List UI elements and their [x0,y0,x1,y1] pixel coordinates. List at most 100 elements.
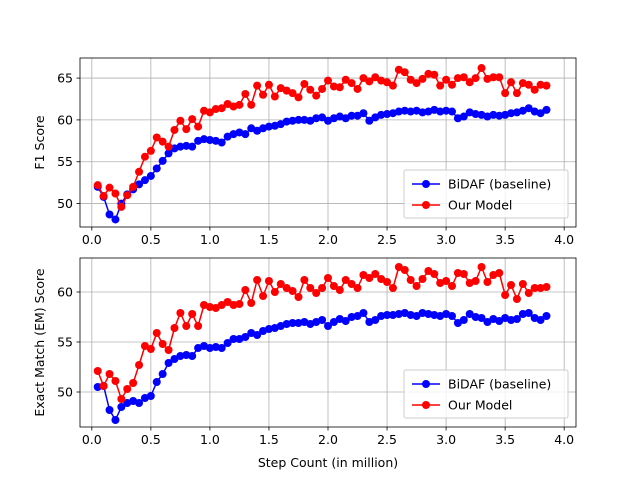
f1-point-baseline-10 [152,164,161,173]
f1-point-our-model-26 [247,100,256,109]
em-point-baseline-72 [518,310,527,318]
em-point-baseline-22 [223,339,232,347]
f1-point-our-model-75 [536,80,545,89]
em-point-baseline-0 [93,383,102,391]
em-point-our-model-30 [270,288,279,296]
em-point-our-model-62 [459,270,468,278]
f1-point-our-model-4 [117,202,126,211]
em-point-our-model-17 [194,322,203,330]
em-point-baseline-34 [294,319,303,327]
f1-point-our-model-5 [123,191,132,200]
f1-legend-label-baseline: BiDAF (baseline) [448,177,551,192]
em-point-our-model-37 [312,289,321,297]
em-point-baseline-54 [412,312,421,320]
f1-point-baseline-43 [347,111,356,120]
f1-point-baseline-53 [406,107,415,116]
f1-point-our-model-63 [465,78,474,87]
em-point-baseline-7 [135,399,144,407]
em-point-our-model-7 [135,361,144,369]
em-point-baseline-19 [205,344,214,352]
f1-point-our-model-10 [152,133,161,142]
f1-legend-label-our-model: Our Model [448,198,512,213]
em-point-baseline-50 [388,311,397,319]
f1-legend-marker-baseline [422,180,430,188]
em-point-our-model-33 [288,287,297,295]
f1-point-baseline-3 [111,215,120,224]
f1-point-our-model-27 [253,81,262,90]
em-point-baseline-9 [146,392,155,400]
em-point-baseline-76 [542,312,551,320]
f1-x-tick-label-8: 4.0 [554,232,574,247]
em-point-our-model-60 [448,282,456,290]
em-point-our-model-52 [400,266,409,274]
f1-point-our-model-43 [347,79,356,88]
em-series-our-model [93,263,551,403]
em-point-baseline-55 [418,309,427,317]
em-point-baseline-11 [158,370,167,378]
em-point-baseline-2 [105,406,114,414]
em-point-our-model-35 [300,276,309,284]
f1-x-ticks: 0.0 0.5 1.0 1.5 2.0 2.5 3.0 3.5 4.0 [82,227,574,247]
em-point-our-model-70 [507,281,516,289]
f1-point-our-model-37 [312,91,321,100]
em-point-our-model-1 [99,382,108,390]
f1-point-our-model-36 [306,85,315,94]
f1-point-our-model-7 [135,167,144,176]
f1-point-our-model-45 [359,74,368,83]
em-point-baseline-51 [394,310,403,318]
em-point-our-model-25 [241,286,250,294]
f1-point-our-model-57 [430,70,439,79]
em-y-axis-label: Exact Match (EM) Score [32,268,47,417]
f1-point-our-model-74 [530,85,539,94]
f1-point-our-model-53 [406,75,415,84]
f1-point-our-model-68 [495,73,504,82]
f1-series-our-model [93,64,551,211]
f1-point-baseline-67 [489,110,498,119]
f1-point-our-model-9 [146,146,155,155]
em-x-ticks: 0.0 0.5 1.0 1.5 2.0 2.5 3.0 3.5 4.0 [82,427,574,447]
f1-point-baseline-62 [459,112,468,121]
em-point-baseline-61 [453,319,462,327]
f1-point-our-model-40 [329,82,338,91]
f1-point-baseline-45 [359,109,368,118]
f1-point-our-model-61 [453,74,462,83]
f1-point-our-model-46 [365,77,374,86]
f1-point-our-model-64 [471,74,480,83]
em-legend-label-our-model: Our Model [448,398,512,413]
em-point-our-model-8 [140,342,149,350]
em-point-our-model-54 [412,282,421,290]
em-point-our-model-75 [536,284,545,292]
f1-point-our-model-25 [241,89,250,98]
em-point-baseline-29 [264,325,273,333]
em-point-baseline-33 [288,319,297,327]
em-point-baseline-70 [507,316,516,324]
f1-point-baseline-76 [542,105,551,114]
f1-point-our-model-16 [188,115,197,124]
f1-point-baseline-18 [200,135,208,144]
em-point-our-model-5 [123,385,132,393]
em-point-baseline-3 [111,416,120,424]
em-point-our-model-15 [182,322,191,330]
em-point-our-model-32 [282,284,291,292]
em-point-baseline-25 [241,333,250,341]
em-point-our-model-71 [512,295,521,303]
em-y-tick-label-1: 55 [57,335,73,350]
f1-point-baseline-38 [318,113,327,122]
f1-point-our-model-58 [436,81,445,90]
em-point-baseline-39 [324,322,332,330]
f1-point-baseline-16 [188,142,197,151]
f1-x-tick-label-6: 3.0 [436,232,456,247]
em-point-our-model-28 [259,292,268,300]
em-point-our-model-14 [176,309,185,317]
em-point-baseline-73 [524,309,533,317]
f1-point-baseline-75 [536,109,545,118]
em-point-our-model-69 [501,291,510,299]
em-point-our-model-48 [377,275,386,283]
em-point-our-model-72 [518,280,527,288]
f1-series-baseline [93,104,551,224]
f1-point-our-model-62 [459,73,468,82]
f1-point-our-model-56 [424,69,433,78]
f1-point-our-model-60 [448,80,456,89]
em-x-tick-label-5: 2.5 [377,432,397,447]
em-y-tick-label-2: 60 [57,285,73,300]
